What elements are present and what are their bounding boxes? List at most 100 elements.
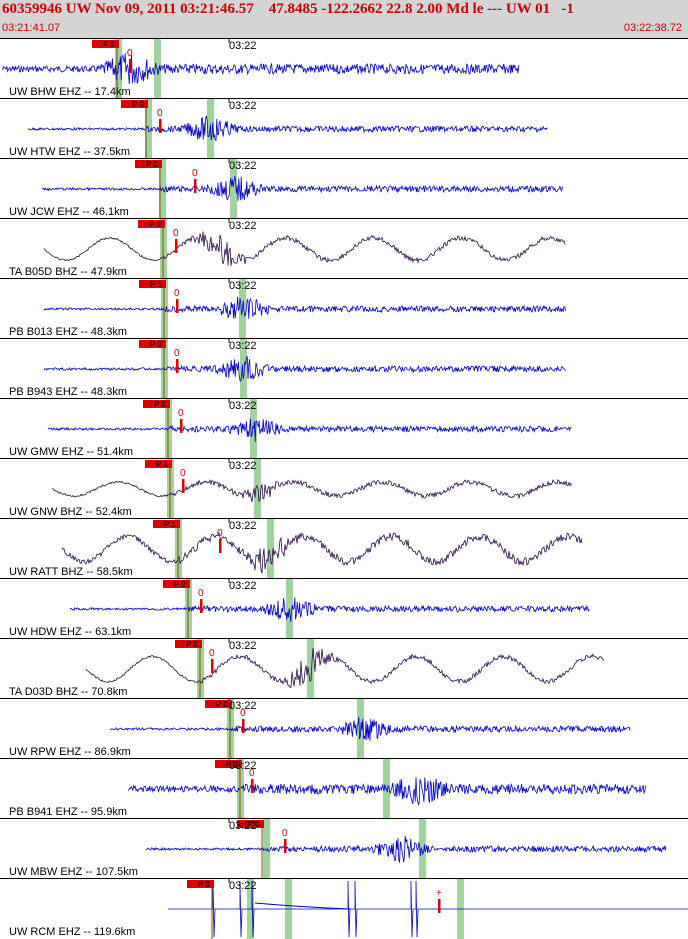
phase-mark-tick <box>438 899 441 913</box>
phase-mark-label: 0 <box>240 708 246 719</box>
waveform-plot: P 0 0 <box>145 819 667 879</box>
station-label: PB B013 EHZ -- 48.3km <box>9 326 127 338</box>
phase-mark-tick <box>200 599 203 613</box>
pick-flag <box>135 160 162 168</box>
pick-label: P 1 <box>150 280 162 289</box>
waveform-trace <box>1 53 520 85</box>
phase-mark-label: 0 <box>192 168 198 179</box>
pick-flag <box>92 40 119 48</box>
waveform-plot: P 0 0 <box>85 639 605 699</box>
waveform-trace <box>145 836 667 864</box>
station-panel[interactable]: P 1 0 03:22 UW RATT BHZ -- 58.5km <box>0 518 688 579</box>
pick-flag <box>175 640 202 648</box>
phase-mark-tick <box>180 419 183 433</box>
station-panel[interactable]: P 1 0 03:22 PB B013 EHZ -- 48.3km <box>0 278 688 339</box>
pick-label: P 0 <box>216 700 228 709</box>
phase-band <box>419 819 426 879</box>
phase-mark-tick <box>176 359 179 373</box>
time-tick-label: 03:22 <box>229 100 257 112</box>
waveform-trace <box>69 597 590 623</box>
pick-label: P 1 <box>164 520 176 529</box>
event-title: 60359946 UW Nov 09, 2011 03:21:46.57 47.… <box>2 1 574 17</box>
event-header: 60359946 UW Nov 09, 2011 03:21:46.57 47.… <box>0 0 688 38</box>
phase-mark-label: 0 <box>209 648 215 659</box>
phase-mark-tick <box>219 539 222 553</box>
station-label: UW JCW EHZ -- 46.1km <box>9 206 129 218</box>
station-panel[interactable]: P 3 0 03:22 UW BHW EHZ -- 17.4km <box>0 38 688 99</box>
station-label: UW HDW EHZ -- 63.1km <box>9 626 132 638</box>
waveform-plot: P 0 0 <box>27 99 548 159</box>
waveform-plot: P 1 0 <box>51 459 573 519</box>
phase-mark-tick <box>129 59 132 73</box>
phase-mark-label: 0 <box>180 468 186 479</box>
pick-flag <box>153 520 180 528</box>
phase-mark-label: 0 <box>249 768 255 779</box>
phase-mark-label: 0 <box>173 228 179 239</box>
waveform-trace <box>168 880 688 938</box>
station-panel[interactable]: P 2 0 03:22 UW HDW EHZ -- 63.1km <box>0 578 688 639</box>
waveform-trace <box>85 647 605 688</box>
waveform-trace <box>61 531 583 574</box>
waveform-plot: P 0 0 <box>43 219 566 279</box>
waveform-trace <box>47 418 572 442</box>
waveform-plot: P 0 0 <box>127 759 646 819</box>
station-panel[interactable]: P 0 0 03:22 TA D03D BHZ -- 70.8km <box>0 638 688 699</box>
pick-flag <box>187 880 214 888</box>
pick-label: P 0 <box>154 400 166 409</box>
pick-flag <box>139 340 166 348</box>
waveform-plot: P 3 0 <box>1 39 520 99</box>
time-tick-label: 03:22 <box>229 640 257 652</box>
station-label: PB B941 EHZ -- 95.9km <box>9 806 127 818</box>
station-panel[interactable]: P 0 0 03:22 UW HTW EHZ -- 37.5km <box>0 98 688 159</box>
pick-flag <box>145 460 172 468</box>
station-label: UW GMW EHZ -- 51.4km <box>9 446 134 458</box>
phase-band <box>250 399 257 459</box>
pick-label: P 0 <box>198 880 210 889</box>
waveform-plot: P 0 0 <box>109 699 631 759</box>
station-panel[interactable]: P 0 0 03:22 UW MBW EHZ -- 107.5km <box>0 818 688 879</box>
station-label: UW RPW EHZ -- 86.9km <box>9 746 131 758</box>
pick-flag <box>138 220 165 228</box>
time-tick-label: 03:22 <box>229 340 257 352</box>
time-tick-label: 03:22 <box>229 760 257 772</box>
pick-label: P 0 <box>132 100 144 109</box>
pick-label: P 0 <box>186 640 198 649</box>
phase-mark-tick <box>175 239 178 253</box>
phase-mark-label: 0 <box>198 588 204 599</box>
time-tick-label: 03:22 <box>229 880 257 892</box>
station-label: TA D03D BHZ -- 70.8km <box>9 686 128 698</box>
waveform-trace <box>109 716 631 741</box>
waveform-trace <box>127 777 646 806</box>
time-tick-label: 03:22 <box>229 580 257 592</box>
waveform-trace <box>254 902 351 910</box>
station-label: PB B943 EHZ -- 48.3km <box>9 386 127 398</box>
pick-label: P 2 <box>174 580 186 589</box>
pick-label: P 1 <box>156 460 168 469</box>
station-panel[interactable]: P 0 0 03:22 PB B943 EHZ -- 48.3km <box>0 338 688 399</box>
waveform-plot: P 0 + <box>168 879 688 939</box>
waveform-plot: P 2 0 <box>69 579 590 639</box>
phase-mark-label: + <box>436 888 442 899</box>
phase-mark-label: 0 <box>127 48 133 59</box>
station-panel[interactable]: P 0 0 03:22 UW RPW EHZ -- 86.9km <box>0 698 688 759</box>
station-panel[interactable]: P 0 0 03:22 UW GMW EHZ -- 51.4km <box>0 398 688 459</box>
pick-label: P 3 <box>103 40 115 49</box>
station-panel[interactable]: P 0 0 03:22 TA B05D BHZ -- 47.9km <box>0 218 688 279</box>
station-panel[interactable]: P 0 0 03:22 UW JCW EHZ -- 46.1km <box>0 158 688 219</box>
phase-mark-label: 0 <box>282 828 288 839</box>
station-panel[interactable]: P 0 0 03:22 PB B941 EHZ -- 95.9km <box>0 758 688 819</box>
phase-band <box>240 339 247 399</box>
waveform-trace <box>43 231 566 266</box>
window-start-time: 03:21:41.07 <box>2 22 61 34</box>
station-label: UW MBW EHZ -- 107.5km <box>9 866 138 878</box>
time-tick-label: 03:22 <box>229 520 257 532</box>
phase-mark-tick <box>182 479 185 493</box>
pick-flag <box>205 700 232 708</box>
pick-label: P 0 <box>146 160 158 169</box>
time-tick-label: 03:22 <box>229 40 257 52</box>
station-panel[interactable]: P 0 +03:22 UW RCM EHZ -- 119.6km <box>0 878 688 939</box>
station-panel[interactable]: P 1 0 03:22 UW GNW BHZ -- 52.4km <box>0 458 688 519</box>
waveform-plot: P 0 0 <box>47 399 572 459</box>
pick-label: P 0 <box>150 340 162 349</box>
phase-mark-label: 0 <box>174 288 180 299</box>
